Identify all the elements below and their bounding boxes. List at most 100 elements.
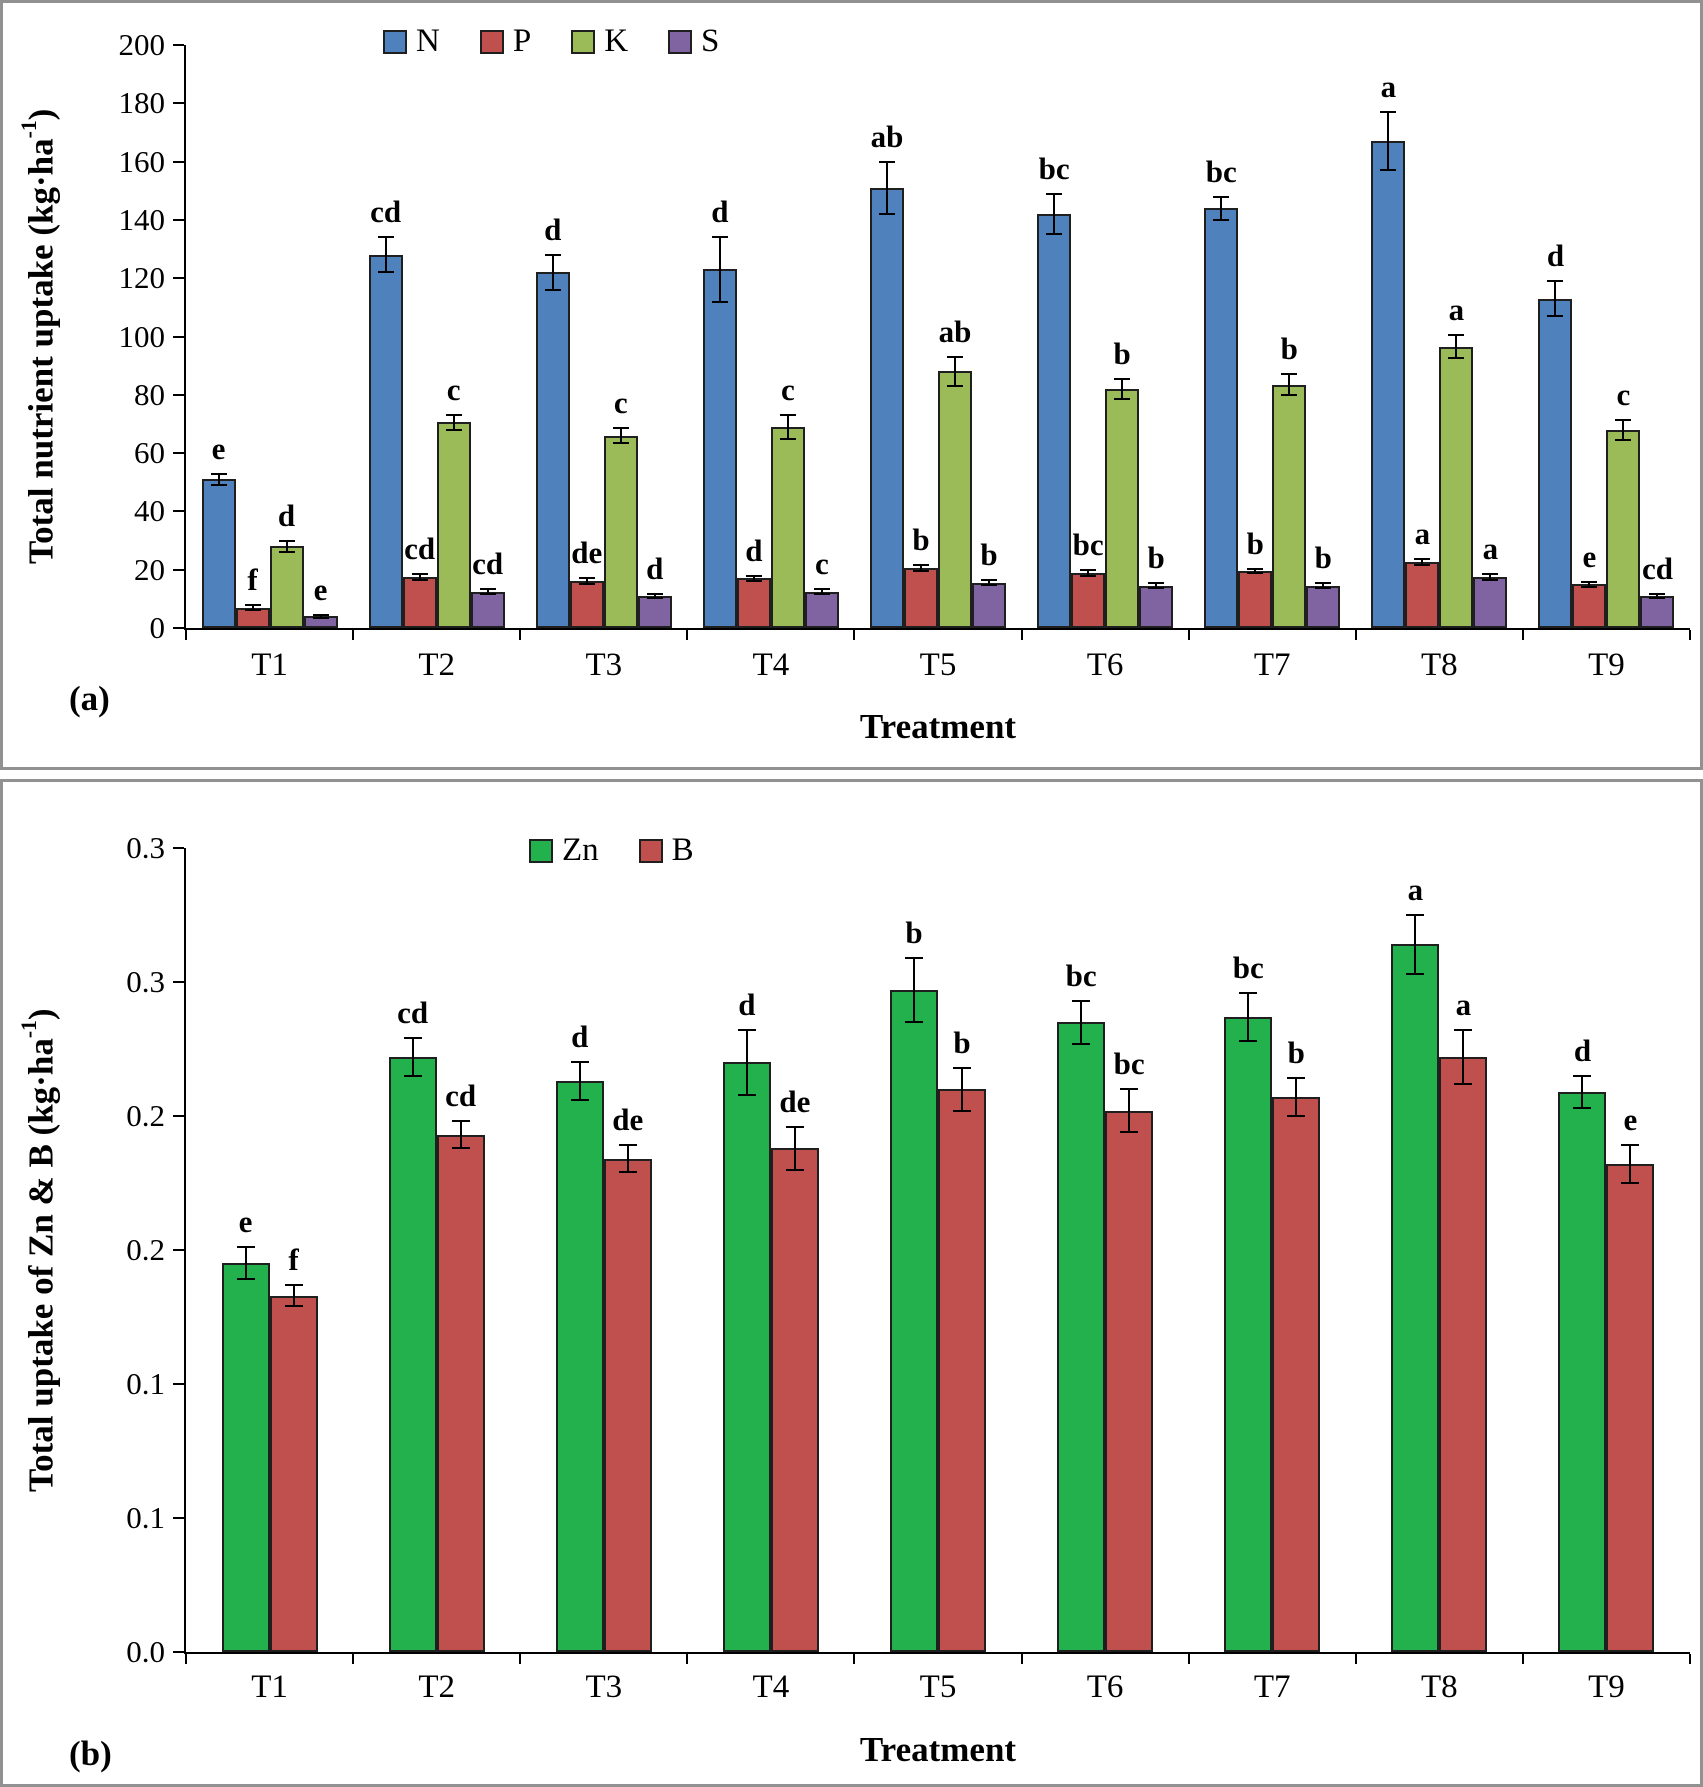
significance-letter: d xyxy=(738,987,756,1023)
significance-letter: a xyxy=(1407,872,1424,907)
error-bar-cap-top xyxy=(779,414,796,417)
x-axis-tick xyxy=(1689,630,1691,640)
significance-letter: b xyxy=(1246,525,1264,561)
panel-b: Total uptake of Zn & B (kg·ha-1) Treatme… xyxy=(0,779,1703,1787)
error-bar-line xyxy=(1322,583,1325,589)
error-bar-cap-bottom xyxy=(1281,393,1298,396)
error-bar-cap-top xyxy=(905,956,923,959)
significance-letter: f xyxy=(288,1241,299,1277)
legend-label-K: K xyxy=(604,23,629,59)
error-bar-cap-top xyxy=(1114,377,1131,380)
bar-B-T3 xyxy=(603,1158,652,1652)
error-bar-line xyxy=(913,957,915,1023)
bar-B-T7 xyxy=(1272,1097,1321,1652)
error-bar-cap-top xyxy=(1448,334,1465,337)
error-bar-cap-top xyxy=(612,427,629,430)
legend-swatch-S xyxy=(668,29,693,54)
x-axis-line xyxy=(184,1652,1690,1654)
y-tick-label: 20 xyxy=(134,551,165,587)
y-axis-tick xyxy=(173,1517,184,1519)
bar-P-T5 xyxy=(904,568,938,628)
error-bar-cap-bottom xyxy=(1454,1082,1473,1085)
error-bar-cap-bottom xyxy=(377,271,394,274)
bar-P-T8 xyxy=(1405,562,1440,628)
error-bar-cap-top xyxy=(737,1029,756,1032)
error-bar-cap-top xyxy=(646,592,663,595)
significance-letter: a xyxy=(1482,531,1499,567)
bar-Zn-T9 xyxy=(1558,1091,1607,1652)
error-bar-cap-bottom xyxy=(1080,574,1097,577)
error-bar-cap-bottom xyxy=(879,213,895,216)
x-axis-tick xyxy=(853,1654,856,1664)
bar-S-T7 xyxy=(1306,585,1341,628)
bar-Zn-T2 xyxy=(388,1057,437,1652)
x-category-label: T6 xyxy=(1086,1669,1124,1705)
significance-letter: d xyxy=(711,194,729,230)
error-bar-line xyxy=(1629,1145,1632,1183)
x-axis-tick xyxy=(1521,630,1524,640)
error-bar-cap-bottom xyxy=(312,616,329,619)
bar-P-T9 xyxy=(1572,584,1607,628)
y-tick-label: 0 xyxy=(149,610,166,645)
error-bar-cap-top xyxy=(879,160,895,163)
bar-N-T3 xyxy=(535,272,570,628)
significance-letter: b xyxy=(980,537,998,573)
bar-P-T3 xyxy=(569,581,604,628)
y-axis-tick xyxy=(173,627,184,629)
error-bar-cap-bottom xyxy=(451,1147,470,1150)
error-bar-line xyxy=(418,574,421,580)
error-bar-line xyxy=(1247,992,1250,1041)
error-bar-cap-bottom xyxy=(1581,585,1598,588)
error-bar-cap-bottom xyxy=(445,428,462,431)
significance-letter: b xyxy=(905,914,923,950)
y-axis-tick xyxy=(173,452,184,455)
x-axis-tick xyxy=(853,630,856,640)
error-bar-cap-top xyxy=(618,1144,637,1147)
x-axis-tick xyxy=(1521,1654,1524,1664)
error-bar-cap-top xyxy=(1573,1074,1592,1077)
y-tick-label: 80 xyxy=(134,376,165,412)
y-axis-tick xyxy=(173,393,184,396)
significance-letter: d xyxy=(277,497,296,533)
y-axis-tick xyxy=(173,1651,184,1653)
error-bar-cap-bottom xyxy=(1406,972,1425,975)
bar-P-T2 xyxy=(402,576,437,628)
y-tick-label: 180 xyxy=(118,85,166,121)
y-axis-tick xyxy=(173,510,184,513)
bar-K-T5 xyxy=(938,371,972,628)
error-bar-cap-top xyxy=(451,1120,470,1123)
error-bar-cap-bottom xyxy=(403,1074,422,1077)
significance-letter: e xyxy=(1623,1102,1638,1138)
significance-letter: d xyxy=(544,211,562,247)
y-tick-label: 0.2 xyxy=(126,1232,165,1267)
bar-K-T6 xyxy=(1105,388,1140,628)
error-bar-cap-top xyxy=(1454,1029,1473,1032)
error-bar-line xyxy=(411,1038,414,1076)
significance-letter: de xyxy=(612,1102,644,1138)
bar-K-T9 xyxy=(1606,429,1641,628)
bar-S-T8 xyxy=(1473,576,1508,628)
significance-letter: bc xyxy=(1065,957,1097,993)
error-bar-cap-top xyxy=(1120,1088,1139,1091)
bar-S-T3 xyxy=(637,595,672,628)
bar-K-T7 xyxy=(1272,384,1307,628)
error-bar-line xyxy=(292,1284,295,1307)
legend-swatch-N xyxy=(383,29,407,54)
y-axis-tick xyxy=(173,981,184,983)
legend-label-Zn: Zn xyxy=(562,832,599,868)
error-bar-cap-top xyxy=(711,236,728,239)
error-bar-cap-bottom xyxy=(813,592,830,595)
error-bar-cap-bottom xyxy=(646,597,663,600)
significance-letter: e xyxy=(1582,538,1597,574)
x-axis-tick xyxy=(1187,1654,1190,1664)
error-bar-cap-top xyxy=(745,574,762,577)
bar-B-T1 xyxy=(269,1295,318,1652)
error-bar-line xyxy=(1455,335,1458,359)
significance-letter: f xyxy=(247,562,258,598)
error-bar-cap-bottom xyxy=(905,1021,923,1024)
error-bar-line xyxy=(920,565,922,572)
error-bar-cap-bottom xyxy=(618,1171,637,1174)
error-bar-cap-bottom xyxy=(981,584,997,587)
y-axis-title-b: Total uptake of Zn & B (kg·ha-1) xyxy=(17,1008,61,1492)
y-tick-label: 0.3 xyxy=(126,830,165,865)
